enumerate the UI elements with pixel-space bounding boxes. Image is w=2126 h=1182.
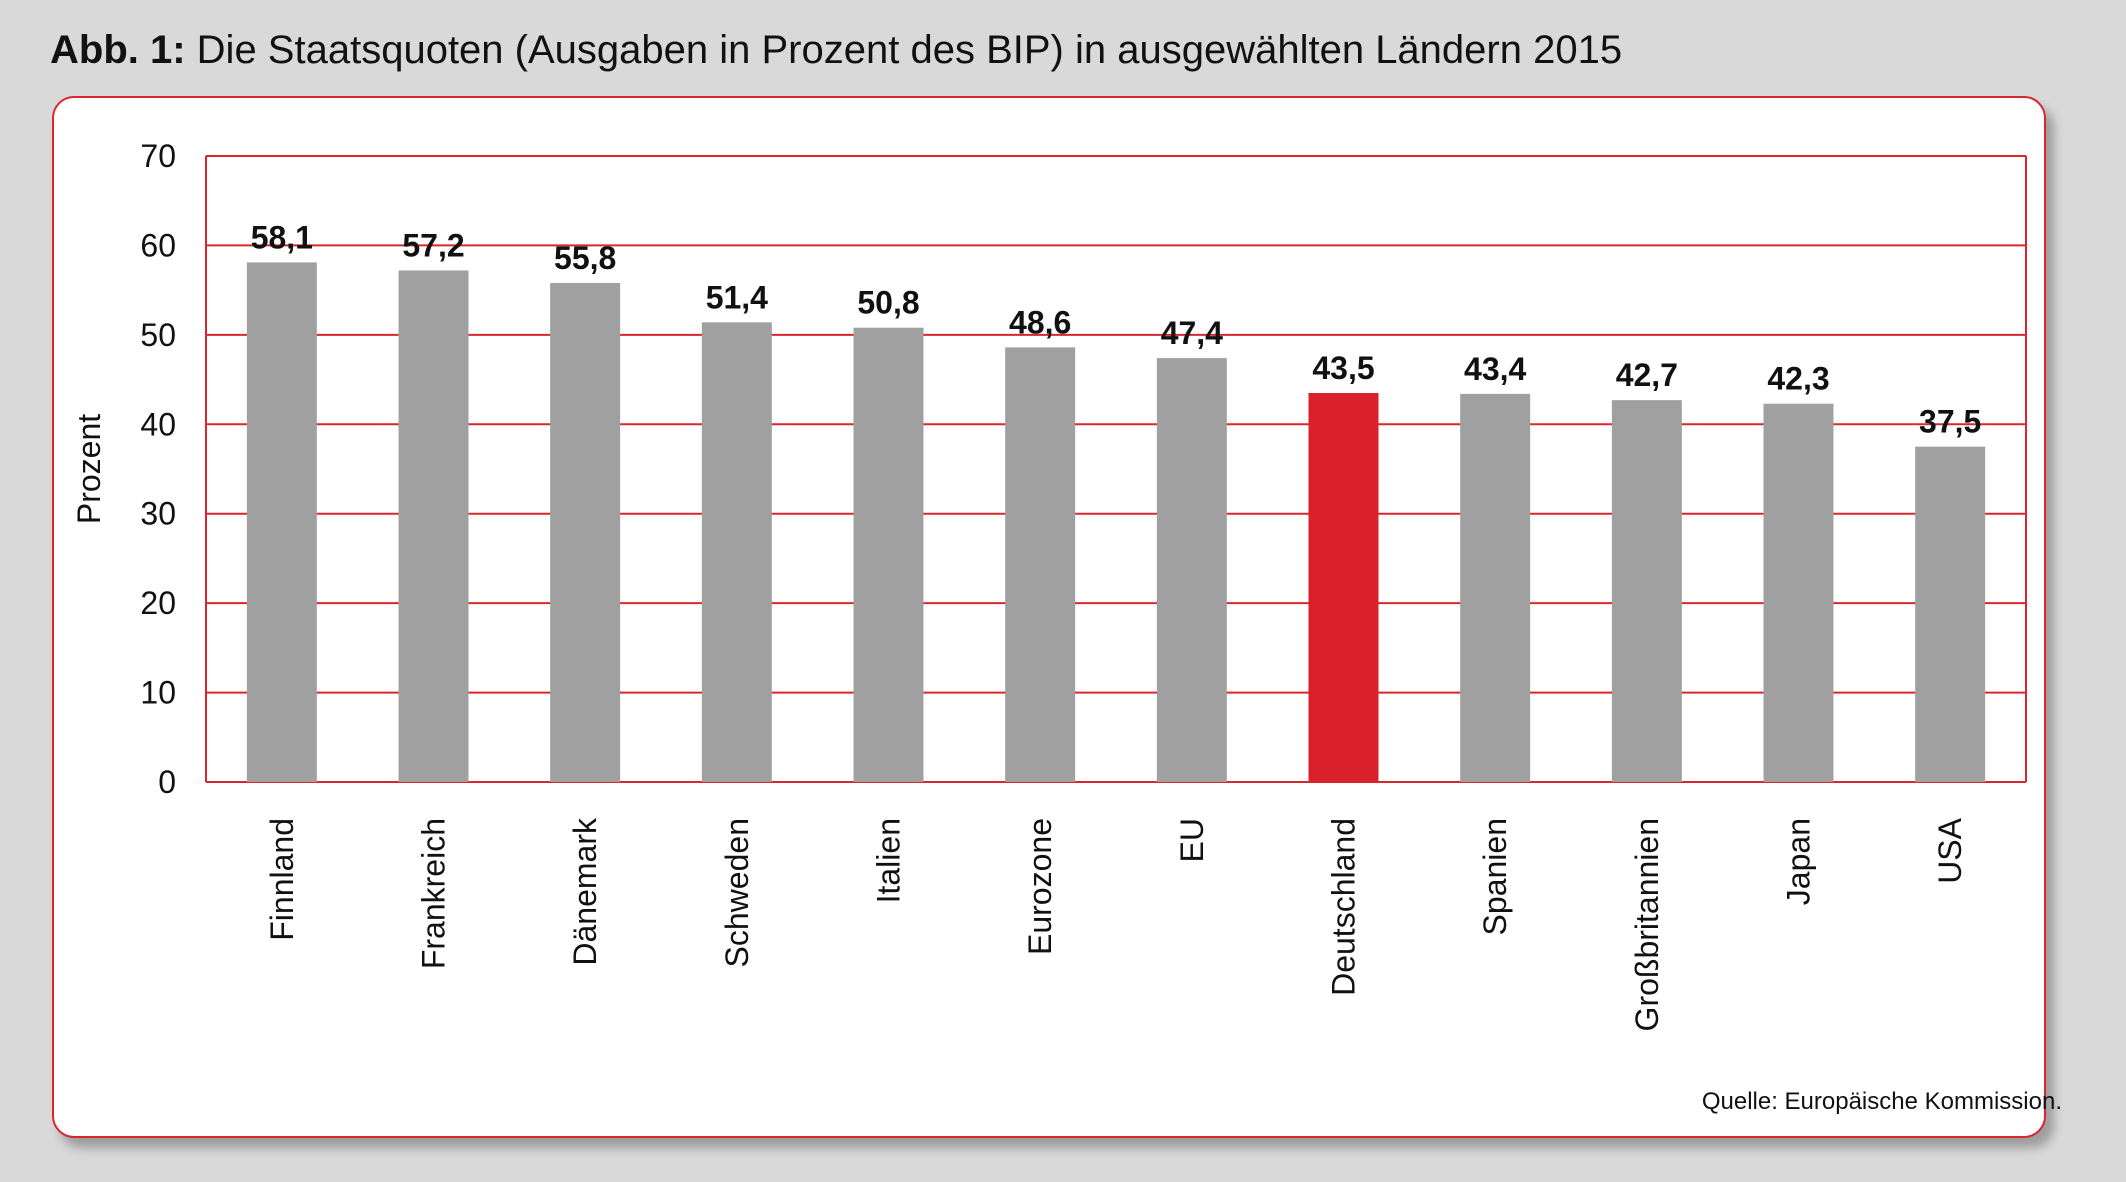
bar — [701, 322, 772, 782]
x-tick-label: Spanien — [1477, 818, 1513, 935]
data-label: 37,5 — [1919, 404, 1981, 440]
data-label: 50,8 — [857, 285, 919, 321]
bar — [1308, 392, 1379, 782]
x-tick-label: Italien — [871, 818, 907, 903]
x-tick-label: Japan — [1781, 818, 1817, 905]
x-tick-label: Schweden — [719, 818, 755, 967]
bar — [398, 270, 469, 782]
bar — [1763, 403, 1834, 782]
figure-title: Abb. 1: Die Staatsquoten (Ausgaben in Pr… — [50, 28, 1622, 73]
data-label: 47,4 — [1161, 315, 1223, 351]
figure-label: Abb. 1: — [50, 28, 186, 72]
y-tick-label: 70 — [140, 138, 176, 174]
bar — [1611, 400, 1682, 782]
bar — [1156, 358, 1227, 782]
data-label: 55,8 — [554, 240, 616, 276]
x-tick-label: USA — [1932, 817, 1968, 883]
x-tick-label: Deutschland — [1326, 818, 1362, 996]
x-tick-label: EU — [1174, 818, 1210, 862]
data-label: 42,7 — [1616, 357, 1678, 393]
source-note: Quelle: Europäische Kommission. — [1701, 1088, 2062, 1115]
data-label: 48,6 — [1009, 304, 1071, 340]
y-tick-label: 30 — [140, 496, 176, 532]
data-label: 58,1 — [251, 219, 313, 255]
x-tick-label: Finnland — [264, 818, 300, 941]
y-tick-label: 40 — [140, 406, 176, 442]
y-axis-label: Prozent — [71, 414, 107, 524]
x-tick-label: Frankreich — [416, 818, 452, 969]
bar — [246, 262, 317, 782]
y-tick-label: 0 — [158, 764, 176, 800]
x-tick-label: Großbritannien — [1629, 818, 1665, 1031]
y-tick-label: 60 — [140, 227, 176, 263]
y-tick-label: 50 — [140, 317, 176, 353]
bar — [550, 282, 621, 782]
y-tick-label: 10 — [140, 675, 176, 711]
data-label: 51,4 — [706, 279, 768, 315]
data-label: 43,4 — [1464, 351, 1526, 387]
bar — [1915, 446, 1986, 782]
bar — [1005, 347, 1076, 782]
data-label: 43,5 — [1312, 350, 1374, 386]
bar — [1460, 393, 1531, 782]
x-tick-label: Dänemark — [567, 817, 603, 966]
bar — [853, 327, 924, 782]
x-tick-label: Eurozone — [1022, 818, 1058, 955]
figure-title-text: Die Staatsquoten (Ausgaben in Prozent de… — [196, 28, 1623, 72]
data-label: 57,2 — [402, 227, 464, 263]
data-label: 42,3 — [1767, 361, 1829, 397]
y-tick-label: 20 — [140, 585, 176, 621]
